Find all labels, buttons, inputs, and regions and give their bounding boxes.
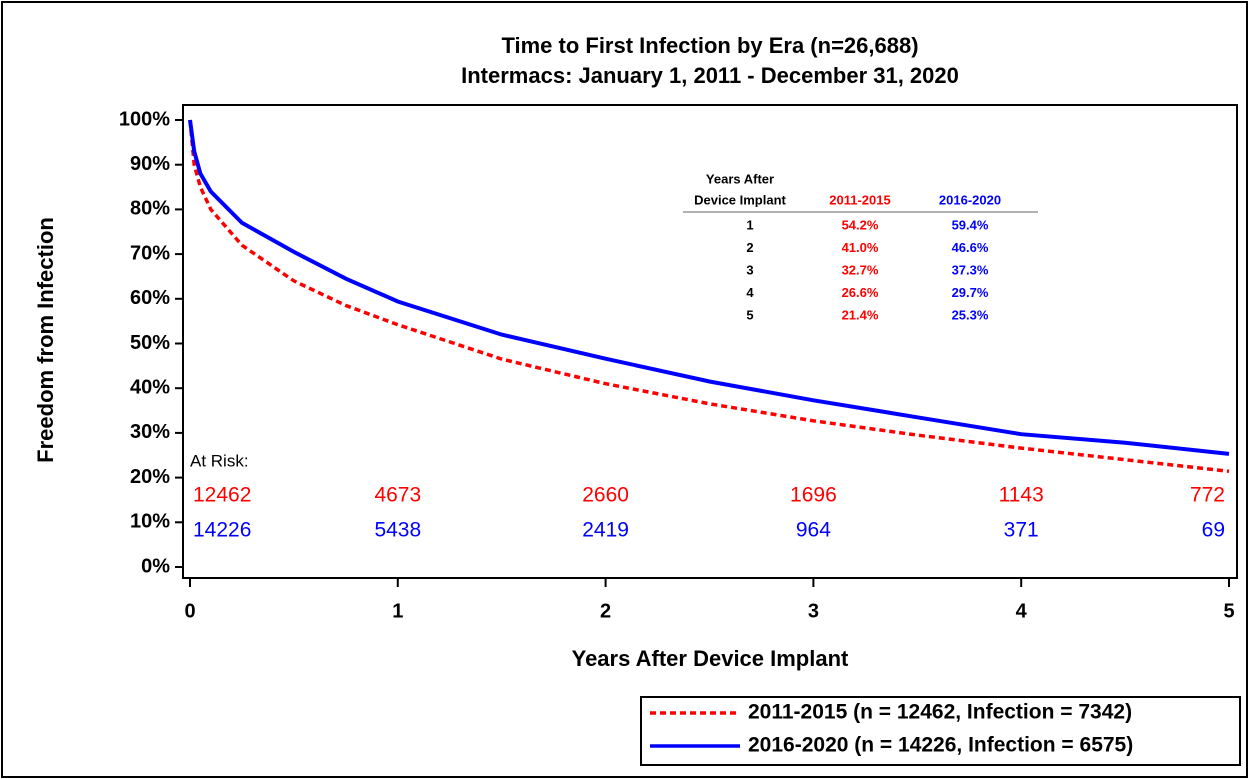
table-cell: 1 (746, 217, 753, 232)
table-cell: 41.0% (842, 240, 879, 255)
y-tick-label: 20% (130, 466, 170, 488)
y-tick-label: 30% (130, 421, 170, 443)
table-cell: 46.6% (952, 240, 989, 255)
table-header: Years After (706, 171, 774, 186)
plot-frame (182, 104, 1238, 579)
y-tick-label: 0% (141, 555, 170, 577)
table-cell: 32.7% (842, 262, 879, 277)
at-risk-value: 5438 (374, 519, 421, 542)
table-cell: 25.3% (952, 307, 989, 322)
y-axis-label: Freedom from Infection (33, 217, 58, 463)
table-cell: 3 (746, 262, 753, 277)
table-cell: 59.4% (952, 217, 989, 232)
table-cell: 37.3% (952, 262, 989, 277)
x-tick-label: 3 (808, 600, 819, 622)
table-cell: 26.6% (842, 285, 879, 300)
at-risk-value: 14226 (193, 519, 251, 542)
table-cell: 4 (746, 285, 754, 300)
legend-label: 2016-2020 (n = 14226, Infection = 6575) (748, 734, 1133, 757)
at-risk-value: 2660 (582, 484, 629, 507)
at-risk-value: 12462 (193, 484, 251, 507)
x-tick-label: 0 (184, 600, 195, 622)
x-tick-label: 4 (1016, 600, 1028, 622)
y-tick-label: 70% (130, 242, 170, 264)
x-tick-label: 5 (1223, 600, 1234, 622)
table-header: 2011-2015 (829, 192, 890, 207)
table-cell: 21.4% (842, 307, 879, 322)
table-header: 2016-2020 (939, 192, 1001, 207)
x-tick-label: 1 (392, 600, 403, 622)
table-cell: 5 (746, 307, 753, 322)
legend-label: 2011-2015 (n = 12462, Infection = 7342) (748, 701, 1132, 724)
at-risk-value: 1143 (999, 484, 1044, 507)
table-header: Device Implant (694, 192, 786, 207)
y-tick-label: 90% (130, 153, 170, 175)
at-risk-value: 69 (1202, 519, 1225, 542)
table-cell: 2 (746, 240, 753, 255)
y-tick-label: 50% (130, 332, 170, 354)
y-tick-label: 60% (130, 287, 170, 309)
table-cell: 54.2% (842, 217, 879, 232)
y-tick-label: 40% (130, 376, 170, 398)
at-risk-value: 1696 (790, 484, 837, 507)
series-line (188, 119, 1230, 474)
y-tick-label: 100% (119, 108, 170, 130)
chart-subtitle: Intermacs: January 1, 2011 - December 31… (461, 63, 959, 88)
series-line (188, 119, 1230, 456)
x-axis-label: Years After Device Implant (572, 646, 849, 671)
y-tick-label: 10% (130, 511, 170, 533)
x-tick-label: 2 (600, 600, 611, 622)
at-risk-value: 772 (1190, 484, 1225, 507)
at-risk-value: 4673 (374, 484, 421, 507)
at-risk-value: 964 (796, 519, 831, 542)
at-risk-value: 2419 (582, 519, 629, 542)
y-tick-label: 80% (130, 198, 170, 220)
at-risk-label: At Risk: (190, 451, 249, 470)
at-risk-value: 371 (1004, 519, 1039, 542)
chart-title: Time to First Infection by Era (n=26,688… (501, 33, 918, 58)
table-cell: 29.7% (952, 285, 989, 300)
legend-box (640, 696, 1241, 766)
